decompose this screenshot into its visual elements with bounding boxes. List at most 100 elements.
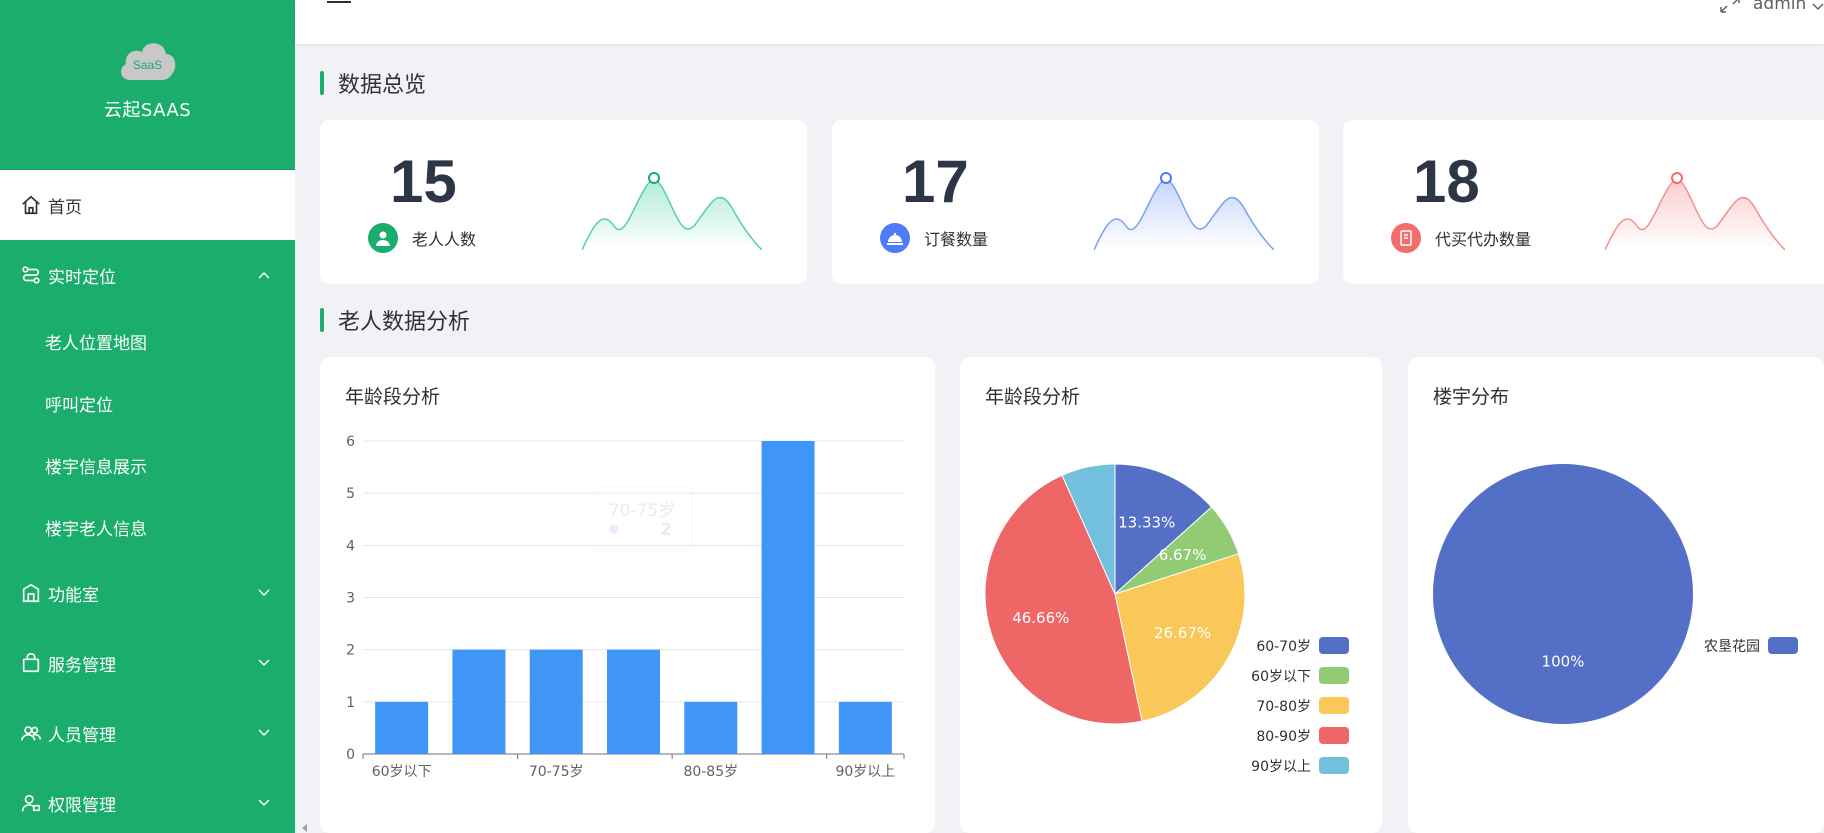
elder-person-icon — [368, 223, 398, 253]
bar — [761, 441, 815, 754]
legend-swatch — [1319, 637, 1349, 654]
tooltip-label: 70-75岁 — [609, 501, 675, 521]
logo-text: SaaS — [132, 58, 163, 72]
legend-label: 农垦花园 — [1704, 639, 1760, 655]
tooltip-marker — [609, 524, 619, 534]
stat-sparkline — [582, 172, 762, 250]
chevron-down-icon[interactable] — [1812, 0, 1824, 11]
sidebar-subitem-call-location[interactable]: 呼叫定位 — [0, 372, 295, 434]
hamburger-menu-icon[interactable] — [327, 0, 351, 14]
section-title-overview: 数据总览 — [320, 67, 426, 99]
section-title-analysis: 老人数据分析 — [320, 304, 470, 336]
chevron-down-icon — [257, 725, 271, 739]
legend-label: 80-90岁 — [1256, 729, 1311, 745]
stat-value: 18 — [1413, 148, 1480, 215]
scroll-left-arrow-icon[interactable] — [300, 818, 310, 832]
section-accent-bar — [320, 308, 324, 332]
stat-card-elders: 15 老人人数 — [320, 120, 807, 284]
sidebar-item-label: 呼叫定位 — [45, 395, 113, 416]
sidebar-item-label: 实时定位 — [48, 267, 116, 288]
sidebar-item-label: 权限管理 — [48, 795, 116, 816]
sidebar-item-staff-management[interactable]: 人员管理 — [0, 698, 295, 768]
chevron-down-icon — [257, 655, 271, 669]
sidebar-item-service-management[interactable]: 服务管理 — [0, 628, 295, 698]
bar — [838, 701, 892, 754]
stat-sparkline — [1605, 172, 1785, 250]
fullscreen-icon[interactable] — [1719, 0, 1741, 14]
y-tick-label: 5 — [346, 486, 355, 502]
section-title-text: 老人数据分析 — [338, 310, 471, 335]
sidebar-item-realtime-location[interactable]: 实时定位 — [0, 240, 295, 310]
pie-slice — [1114, 463, 1213, 596]
pie-slice — [1433, 464, 1693, 724]
chart-title: 年龄段分析 — [985, 386, 1081, 408]
bar — [452, 649, 506, 754]
brand: SaaS 云起SAAS — [0, 0, 295, 170]
chevron-up-icon — [257, 267, 271, 281]
pie-slice — [984, 474, 1143, 725]
sidebar-item-label: 首页 — [48, 197, 82, 218]
sidebar-item-label: 功能室 — [48, 585, 99, 606]
bar — [607, 649, 660, 754]
pie-data-label: 100% — [1542, 653, 1585, 671]
sidebar-item-home[interactable]: 首页 — [0, 170, 295, 240]
bar — [375, 701, 429, 754]
bar — [529, 649, 583, 754]
stat-card-errands: 18 代买代办数量 — [1343, 120, 1824, 284]
pie-data-label: 6.67% — [1159, 546, 1207, 564]
sidebar-menu: 首页 实时定位 老人位置地图 呼叫定位 楼宇信息展示 楼宇老人信息 功能室 — [0, 170, 295, 833]
legend-swatch — [1319, 697, 1349, 714]
user-name[interactable]: admin — [1753, 0, 1807, 14]
building-pie-chart: 100% 农垦花园 — [1433, 464, 1798, 724]
sidebar-item-label: 楼宇信息展示 — [45, 457, 147, 478]
chevron-down-icon — [257, 795, 271, 809]
pie-data-label: 46.66% — [1012, 609, 1069, 627]
stat-label: 老人人数 — [412, 230, 477, 249]
chevron-down-icon — [257, 585, 271, 599]
stat-label-row: 老人人数 — [368, 223, 476, 253]
x-tick-label: 60岁以下 — [372, 764, 432, 780]
stat-value: 15 — [390, 148, 457, 215]
x-tick-label: 70-75岁 — [529, 764, 584, 780]
stat-label: 订餐数量 — [924, 230, 989, 249]
stat-label-row: 订餐数量 — [880, 223, 988, 253]
saas-cloud-logo: SaaS — [116, 36, 180, 82]
user-lock-icon — [20, 792, 42, 814]
chart-card-age-bar: 年龄段分析 0 1 2 3 4 5 6 60岁以下 70-75岁 80-85岁 90岁以上 70-75… — [320, 357, 935, 833]
pie-slice — [1061, 463, 1116, 595]
pie-data-label: 13.33% — [1118, 514, 1175, 532]
sidebar-item-label: 服务管理 — [48, 655, 116, 676]
sidebar: SaaS 云起SAAS 首页 实时定位 老人位置地图 呼叫定位 楼宇信息展示 楼… — [0, 0, 295, 833]
stat-label: 代买代办数量 — [1435, 230, 1532, 249]
x-tick-label: 90岁以上 — [835, 764, 895, 780]
tooltip-box — [591, 486, 693, 552]
sidebar-item-label: 楼宇老人信息 — [45, 519, 147, 540]
chart-title: 楼宇分布 — [1433, 386, 1510, 408]
y-tick-label: 4 — [346, 538, 355, 554]
y-tick-label: 2 — [346, 643, 355, 659]
y-tick-label: 3 — [346, 591, 355, 607]
sidebar-item-permission-management[interactable]: 权限管理 — [0, 768, 295, 833]
building-icon — [20, 582, 42, 604]
stat-value: 17 — [902, 148, 969, 215]
sidebar-item-function-room[interactable]: 功能室 — [0, 558, 295, 628]
sidebar-subitem-building-elders[interactable]: 楼宇老人信息 — [0, 496, 295, 558]
stat-card-meal-orders: 17 订餐数量 — [832, 120, 1319, 284]
stat-sparkline — [1094, 172, 1274, 250]
sidebar-subitem-building-info[interactable]: 楼宇信息展示 — [0, 434, 295, 496]
bag-icon — [20, 652, 42, 674]
bar — [684, 701, 738, 754]
sidebar-subitem-elder-map[interactable]: 老人位置地图 — [0, 310, 295, 372]
chart-card-age-pie: 年龄段分析 13.33% 6.67% 26.67% 46.66% 60-70岁 60岁以下… — [960, 357, 1382, 833]
pie-chart: 13.33% 6.67% 26.67% 46.66% 60-70岁 60岁以下 70-80岁… — [984, 463, 1349, 775]
pie-slice — [1114, 553, 1246, 722]
legend-swatch — [1319, 757, 1349, 774]
chart-card-building: 楼宇分布 100% 农垦花园 — [1408, 357, 1824, 833]
y-tick-label: 6 — [346, 434, 355, 450]
legend-label: 70-80岁 — [1256, 699, 1311, 715]
meal-cloche-icon — [880, 223, 910, 253]
app-name: 云起SAAS — [103, 100, 192, 121]
sidebar-item-label: 人员管理 — [48, 725, 116, 746]
users-icon — [20, 722, 42, 744]
